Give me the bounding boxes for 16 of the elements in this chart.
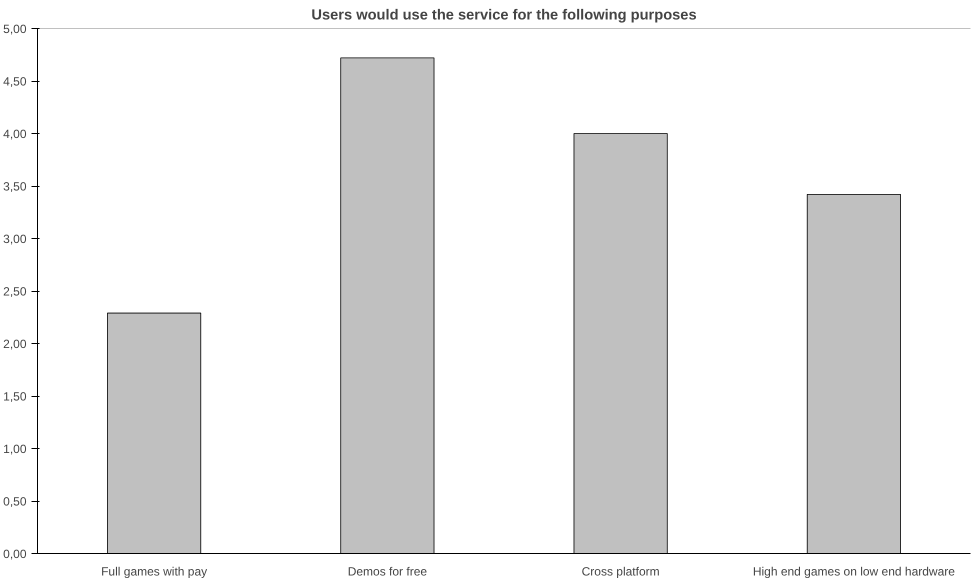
y-tick-label: 1,50 <box>3 390 27 404</box>
y-tick-label: 0,00 <box>3 547 27 561</box>
y-tick-label: 0,50 <box>3 494 27 508</box>
y-tick-label: 2,00 <box>3 337 27 351</box>
chart-title: Users would use the service for the following purposes <box>311 8 697 24</box>
x-tick-label: Cross platform <box>582 564 660 578</box>
y-tick-label: 3,50 <box>3 180 27 194</box>
y-tick-label: 4,00 <box>3 127 27 141</box>
x-tick-label: Full games with pay <box>101 564 208 578</box>
y-tick-label: 3,00 <box>3 232 27 246</box>
y-tick-label: 2,50 <box>3 284 27 298</box>
x-tick-label: High end games on low end hardware <box>752 564 956 578</box>
x-tick-label: Demos for free <box>348 564 428 578</box>
y-tick-label: 1,00 <box>3 442 27 456</box>
y-tick-label: 5,00 <box>3 22 27 36</box>
y-tick-label: 4,50 <box>3 74 27 88</box>
